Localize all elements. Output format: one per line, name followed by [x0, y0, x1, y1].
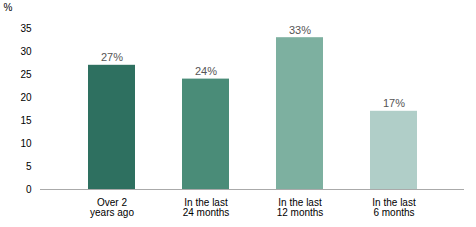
- svg-text:Over 2years ago: Over 2years ago: [90, 197, 134, 218]
- svg-text:%: %: [4, 2, 13, 13]
- svg-text:35: 35: [20, 23, 32, 34]
- svg-text:24%: 24%: [195, 65, 217, 77]
- svg-text:In the last6 months: In the last6 months: [372, 197, 416, 218]
- svg-text:0: 0: [26, 184, 32, 195]
- svg-text:20: 20: [20, 92, 32, 103]
- svg-text:30: 30: [20, 46, 32, 57]
- svg-text:25: 25: [20, 69, 32, 80]
- svg-text:In the last24 months: In the last24 months: [183, 197, 230, 218]
- svg-text:5: 5: [26, 161, 32, 172]
- svg-text:17%: 17%: [383, 97, 405, 109]
- svg-text:In the last12 months: In the last12 months: [277, 197, 324, 218]
- svg-text:10: 10: [20, 138, 32, 149]
- svg-text:33%: 33%: [289, 24, 311, 36]
- svg-text:15: 15: [20, 115, 32, 126]
- svg-text:27%: 27%: [101, 51, 123, 63]
